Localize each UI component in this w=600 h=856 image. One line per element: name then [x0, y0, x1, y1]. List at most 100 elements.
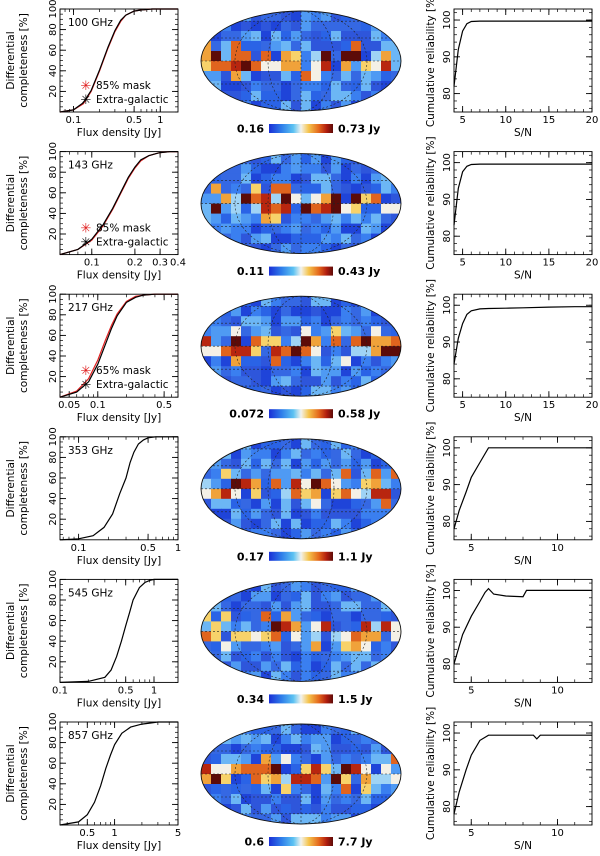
sky-pixel [321, 754, 332, 765]
sky-pixel [271, 61, 282, 72]
sky-pixel [331, 51, 342, 62]
sky-pixel [261, 774, 272, 785]
sky-pixel [391, 438, 401, 450]
sky-pixel [271, 21, 282, 32]
sky-pixel [281, 366, 292, 377]
sky-pixel [311, 754, 322, 765]
sky-pixel [291, 51, 302, 62]
axes-frame [453, 721, 593, 826]
sky-pixel [301, 296, 312, 307]
sky-pixel [311, 21, 322, 32]
sky-pixel [381, 631, 392, 642]
sky-pixel [381, 296, 392, 307]
legend-label: Extra-galactic [96, 94, 169, 106]
x-axis-label: Flux density [Jy] [77, 270, 162, 282]
sky-pixel [251, 498, 262, 510]
sky-pixel [351, 193, 362, 205]
sky-pixel [291, 233, 302, 245]
sky-map-outline [200, 153, 402, 255]
sky-pixel [231, 31, 242, 42]
sky-pixel [351, 478, 362, 490]
y-axis-label: completeness [%] [18, 156, 30, 251]
x-axis-label: S/N [514, 127, 532, 139]
sky-pixel [211, 51, 222, 62]
sky-pixel [351, 336, 362, 347]
sky-pixel [221, 153, 232, 165]
sky-pixel [251, 661, 262, 672]
sky-pixel [251, 448, 262, 460]
sky-pixel [201, 754, 212, 765]
sky-pixel [361, 91, 372, 102]
sky-pixel [371, 488, 382, 500]
sky-pixel [321, 386, 332, 397]
sky-pixel [331, 774, 342, 785]
sky-pixel [201, 488, 212, 500]
sky-pixel [281, 508, 292, 520]
sky-pixel [231, 61, 242, 72]
sky-pixel [291, 498, 302, 510]
sky-pixel [321, 81, 332, 92]
y-tick-label: 60 [48, 186, 59, 199]
sky-pixel [201, 223, 212, 235]
sky-pixel [251, 458, 262, 470]
sky-pixel [261, 591, 272, 602]
sky-pixel [341, 488, 352, 500]
sky-pixel [281, 754, 292, 765]
sky-pixel [341, 223, 352, 235]
sky-pixel [271, 31, 282, 42]
sky-pixel [271, 581, 282, 592]
sky-pixel [311, 744, 322, 755]
sky-pixel [311, 296, 322, 307]
sky-pixel [371, 41, 382, 52]
sky-pixel [201, 21, 212, 32]
sky-pixel [231, 601, 242, 612]
sky-pixel [341, 173, 352, 185]
sky-pixel [261, 11, 272, 22]
sky-pixel [331, 671, 342, 682]
sky-pixel [331, 213, 342, 225]
sky-pixel [361, 458, 372, 470]
sky-pixel [301, 243, 312, 254]
sky-pixel [301, 518, 312, 530]
sky-pixel [351, 621, 362, 632]
graticule-meridian [234, 724, 368, 824]
sky-pixel [331, 306, 342, 317]
sky-pixel [351, 163, 362, 175]
sky-pixel [321, 724, 332, 735]
sky-pixel [211, 478, 222, 490]
sky-pixel [351, 366, 362, 377]
sky-pixel [261, 784, 272, 795]
sky-pixel [311, 611, 322, 622]
sky-pixel [221, 774, 232, 785]
y-tick-label: 100 [48, 285, 59, 304]
y-tick-label: 60 [48, 44, 59, 57]
sky-pixel [261, 661, 272, 672]
sky-pixel [241, 804, 252, 815]
sky-pixel [381, 528, 392, 539]
sky-pixel [301, 163, 312, 175]
sky-pixel [341, 754, 352, 765]
y-tick-label: 40 [48, 635, 59, 648]
sky-pixel [201, 631, 212, 642]
sky-pixel [281, 621, 292, 632]
sky-pixel [211, 611, 222, 622]
sky-pixel [281, 764, 292, 775]
sky-pixel [361, 621, 372, 632]
sky-pixel [321, 223, 332, 235]
x-axis-label: Flux density [Jy] [77, 555, 162, 567]
sky-map: 0.6 7.7 Jy [200, 723, 402, 849]
x-tick-label: 0.1 [90, 400, 106, 411]
sky-pixel [331, 508, 342, 520]
sky-pixel [221, 296, 232, 307]
sky-map-outline [200, 10, 402, 112]
y-axis-label: completeness [%] [18, 441, 30, 536]
sky-pixel [241, 478, 252, 490]
sky-pixel [391, 734, 401, 745]
sky-pixel [321, 173, 332, 185]
sky-pixel [281, 213, 292, 225]
sky-pixel [221, 478, 232, 490]
sky-pixel [311, 51, 322, 62]
legend-label: Extra-galactic [96, 379, 169, 391]
sky-pixel [361, 724, 372, 735]
sky-pixel [301, 51, 312, 62]
